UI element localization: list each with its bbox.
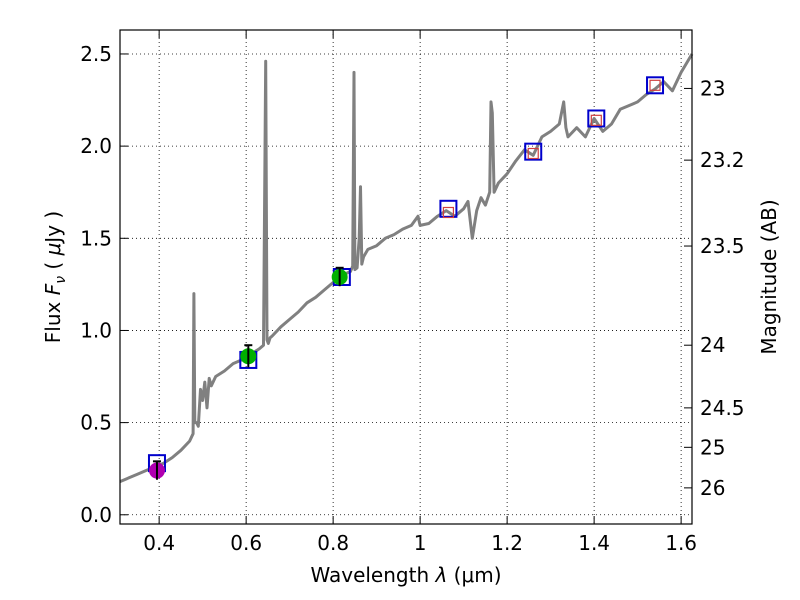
upper-limit-point	[590, 114, 602, 126]
plot-frame	[119, 29, 693, 525]
x-tick-label: 1.6	[665, 531, 697, 555]
y-tick-label: 1.0	[80, 318, 112, 342]
model-photometry-point	[439, 199, 458, 218]
y2-axis-label: Magnitude (AB)	[757, 199, 781, 354]
x-tick-label: 0.4	[143, 531, 175, 555]
spectrum-layer	[119, 53, 694, 483]
model-photometry-point	[524, 142, 543, 161]
y-tick-label: 2.5	[80, 42, 112, 66]
upper-limit-point	[649, 79, 661, 91]
y2-tick-label: 24	[700, 333, 725, 357]
spectrum-line	[119, 53, 694, 483]
x-tick-label: 0.6	[230, 531, 262, 555]
points-layer	[147, 76, 665, 480]
upper-limit-point	[442, 206, 455, 219]
x-tick-label: 1.2	[491, 531, 523, 555]
y-tick-label: 2.0	[80, 134, 112, 158]
y2-tick-label: 23.5	[700, 234, 745, 258]
model-photometry-point	[646, 76, 665, 95]
y2-tick-label: 24.5	[700, 396, 745, 420]
y-tick-label: 0.0	[80, 503, 112, 527]
y2-tick-label: 25	[700, 435, 725, 459]
y2-tick-label: 26	[700, 476, 725, 500]
y2-tick-label: 23.2	[700, 148, 745, 172]
y-axis-label: Flux Fν ( μJy )	[41, 211, 69, 343]
grid	[120, 30, 692, 524]
upper-limit-point	[527, 147, 539, 160]
ticks-layer: 0.4 0.6 0.8 1 1.2 1.4 1.6 0.0 0.5 1.0 1.5 2.0 2.5 23 2…	[80, 30, 745, 555]
x-tick-label: 1	[414, 531, 427, 555]
y-tick-label: 0.5	[80, 411, 112, 435]
model-photometry-point	[587, 109, 606, 128]
x-axis-label: Wavelength λ (μm)	[310, 563, 501, 587]
x-tick-label: 1.4	[578, 531, 610, 555]
y2-tick-label: 23	[700, 76, 725, 100]
x-tick-label: 0.8	[317, 531, 349, 555]
y-tick-label: 1.5	[80, 226, 112, 250]
